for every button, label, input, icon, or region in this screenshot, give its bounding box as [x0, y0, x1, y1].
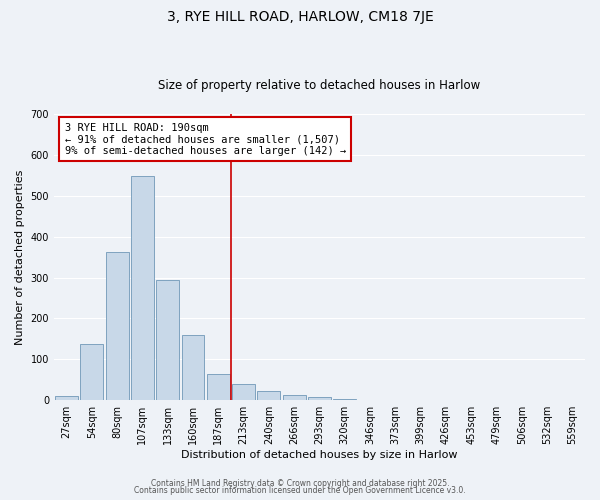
Text: 3, RYE HILL ROAD, HARLOW, CM18 7JE: 3, RYE HILL ROAD, HARLOW, CM18 7JE: [167, 10, 433, 24]
Bar: [232, 384, 255, 400]
Bar: [131, 176, 154, 400]
Bar: [55, 396, 78, 400]
Bar: [283, 395, 305, 400]
Bar: [157, 280, 179, 400]
Text: Contains HM Land Registry data © Crown copyright and database right 2025.: Contains HM Land Registry data © Crown c…: [151, 478, 449, 488]
Title: Size of property relative to detached houses in Harlow: Size of property relative to detached ho…: [158, 79, 481, 92]
Bar: [207, 374, 230, 400]
Bar: [80, 344, 103, 400]
Text: 3 RYE HILL ROAD: 190sqm
← 91% of detached houses are smaller (1,507)
9% of semi-: 3 RYE HILL ROAD: 190sqm ← 91% of detache…: [65, 122, 346, 156]
Bar: [308, 396, 331, 400]
X-axis label: Distribution of detached houses by size in Harlow: Distribution of detached houses by size …: [181, 450, 458, 460]
Bar: [106, 252, 128, 400]
Bar: [257, 391, 280, 400]
Bar: [182, 335, 205, 400]
Y-axis label: Number of detached properties: Number of detached properties: [15, 170, 25, 345]
Text: Contains public sector information licensed under the Open Government Licence v3: Contains public sector information licen…: [134, 486, 466, 495]
